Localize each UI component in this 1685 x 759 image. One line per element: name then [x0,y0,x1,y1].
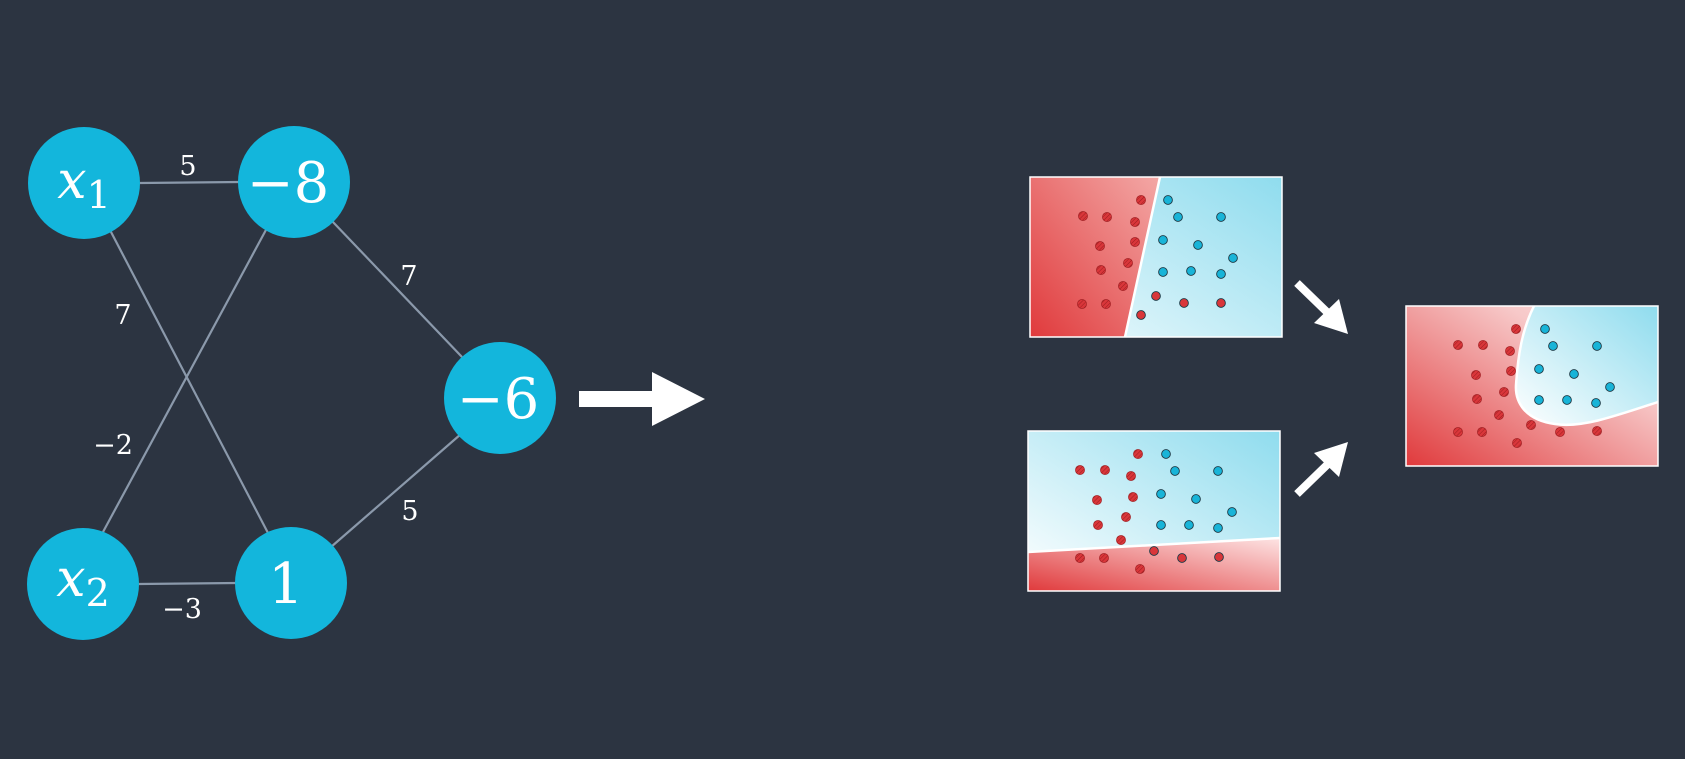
input-node-x2: x2 [27,528,139,640]
weight-x2-h2-label: −3 [162,594,202,625]
red-points-top [1077,195,1146,309]
input-node-x1: x1 [28,127,140,239]
weight-labels: 5 7 −2 −3 7 5 [93,151,419,625]
node-x1-sub: 1 [87,173,111,217]
classifier-plot-top [1029,176,1283,338]
mixed-points-bottom [1149,546,1224,563]
node-out-label: −6 [457,367,540,432]
output-node: −6 [444,342,556,454]
node-x2-main: x [56,549,85,609]
weight-x1-h1-label: 5 [179,151,196,182]
weight-x1-h2-label: 7 [114,300,131,331]
edge-x1-h1 [139,180,241,185]
weight-h1-out-label: 7 [400,261,417,292]
node-h1-label: −8 [247,151,330,216]
blue-points-top [1158,195,1238,279]
arrow-down-right-icon [1294,280,1348,334]
edge-h1-out [331,220,463,358]
node-x1-main: x [57,151,86,211]
edge-x1-h2 [109,229,269,534]
decision-boundary-top [1123,176,1162,338]
node-x2-sub: 2 [86,571,110,615]
node-h2-label: 1 [268,552,304,617]
edge-h2-out [330,433,462,548]
mixed-points-top [1136,291,1226,320]
classifier-plot-combined [1405,305,1659,467]
svg-text:x1: x1 [57,151,111,217]
svg-text:x2: x2 [56,549,110,615]
blue-points-combined [1534,324,1615,408]
decision-boundary-bottom [1027,536,1281,554]
edge-x2-h1 [102,227,268,533]
right-arrow-icon [579,372,705,426]
weight-x2-h1-label: −2 [93,430,133,461]
network-edges [102,180,463,586]
weight-h2-out-label: 5 [401,496,418,527]
hidden-node-h1: −8 [238,126,350,238]
decision-boundary-combined [1514,305,1659,427]
network-nodes: x1 −8 x2 1 −6 [27,126,556,640]
classifier-plot-bottom [1027,430,1281,592]
red-points-combined [1453,324,1602,448]
blue-points-bottom [1156,449,1237,533]
hidden-node-h2: 1 [235,527,347,639]
red-points-bottom [1075,449,1145,574]
edge-x2-h2 [138,581,238,586]
arrow-up-right-icon [1294,442,1348,497]
